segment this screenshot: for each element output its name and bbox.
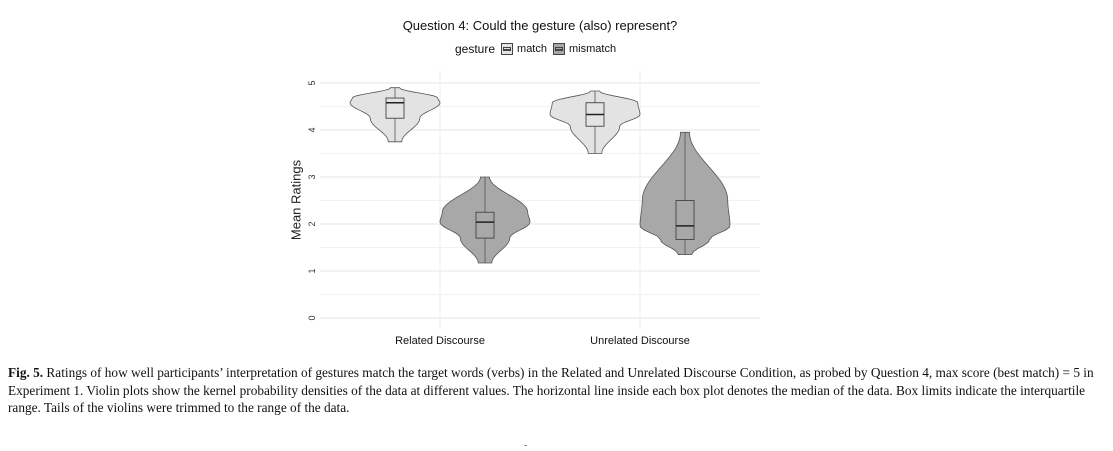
legend: gesture match mismatch [455, 42, 622, 56]
footer-mark: - [524, 440, 528, 451]
plot-area: 0 1 2 3 4 5 Related Discourse Unrelated Discour… [307, 70, 760, 347]
chart-title: Question 4: Could the gesture (also) rep… [402, 18, 678, 33]
caption-label: Fig. 5. [8, 365, 44, 380]
box-mismatch-0 [475, 211, 495, 239]
legend-label-mismatch: mismatch [569, 43, 617, 55]
y-tick-label: 1 [307, 268, 317, 273]
y-tick-label: 3 [307, 174, 317, 179]
x-tick-label: Unrelated Discourse [590, 335, 690, 347]
y-tick-label: 4 [307, 127, 317, 132]
tick-layer: 0 1 2 3 4 5 Related Discourse Unrelated Discour… [307, 80, 690, 347]
x-tick-label: Related Discourse [395, 335, 485, 347]
legend-key-mismatch [553, 43, 565, 55]
box-match-0 [385, 97, 405, 119]
figure-caption: Fig. 5. Ratings of how well participants… [8, 364, 1103, 417]
figure: Question 4: Could the gesture (also) rep… [289, 18, 760, 347]
legend-item-mismatch: mismatch [553, 43, 616, 55]
legend-key-match [501, 43, 514, 55]
y-tick-label: 2 [307, 221, 317, 226]
y-tick-label: 5 [307, 80, 317, 85]
box-mismatch-1 [675, 200, 695, 240]
y-tick-label: 0 [307, 315, 317, 320]
violin-layer [349, 87, 731, 264]
legend-title: gesture [455, 42, 496, 56]
legend-item-match: match [501, 43, 547, 55]
legend-label-match: match [517, 43, 547, 55]
caption-text: Ratings of how well participants’ interp… [8, 365, 1094, 415]
